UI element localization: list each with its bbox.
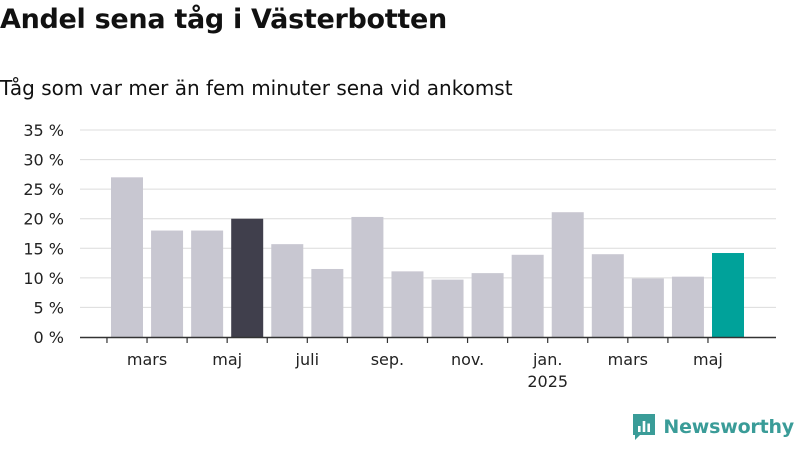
bar [391, 271, 424, 337]
x-tick-label: juli [295, 350, 319, 369]
bar [351, 216, 384, 337]
brand-logo: Newsworthy [631, 412, 794, 442]
x-tick-label: sep. [371, 350, 404, 369]
gridlines [80, 129, 776, 308]
y-axis-ticks: 0 % 5 % 10 % 15 % 20 % 25 % 30 % 35 % [23, 121, 64, 347]
bar [712, 253, 744, 337]
chart-title: Andel sena tåg i Västerbotten [0, 4, 447, 35]
bar [591, 254, 624, 337]
brand-name: Newsworthy [663, 416, 794, 438]
bar [271, 244, 304, 337]
x-tick-label: jan. [532, 350, 562, 369]
bar [671, 276, 704, 337]
y-tick-label: 15 % [23, 239, 64, 258]
y-tick-label: 30 % [23, 151, 64, 170]
x-tick-label: nov. [451, 350, 484, 369]
x-tick-year-label: 2025 [527, 372, 568, 391]
bar [551, 212, 584, 337]
bar [191, 230, 224, 337]
bar [511, 254, 544, 337]
bar [231, 218, 264, 337]
y-tick-label: 20 % [23, 210, 64, 229]
newsworthy-logo-icon [633, 414, 656, 440]
x-tick-label: mars [127, 350, 167, 369]
y-tick-label: 10 % [23, 269, 64, 288]
bar [471, 273, 504, 337]
x-tick-label: maj [693, 350, 723, 369]
y-tick-label: 25 % [23, 180, 64, 199]
y-tick-label: 35 % [23, 121, 64, 140]
bar [631, 278, 664, 337]
y-tick-label: 5 % [34, 298, 64, 317]
bar [431, 279, 464, 337]
x-tick-label: mars [608, 350, 648, 369]
bar [111, 177, 143, 337]
x-tick-label: maj [212, 350, 242, 369]
bars [111, 177, 744, 337]
x-axis: mars maj juli sep. nov. jan. 2025 mars maj [80, 336, 776, 391]
y-tick-label: 0 % [34, 328, 64, 347]
bar [311, 268, 344, 337]
bar [151, 230, 184, 337]
chart-subtitle: Tåg som var mer än fem minuter sena vid … [0, 76, 513, 100]
